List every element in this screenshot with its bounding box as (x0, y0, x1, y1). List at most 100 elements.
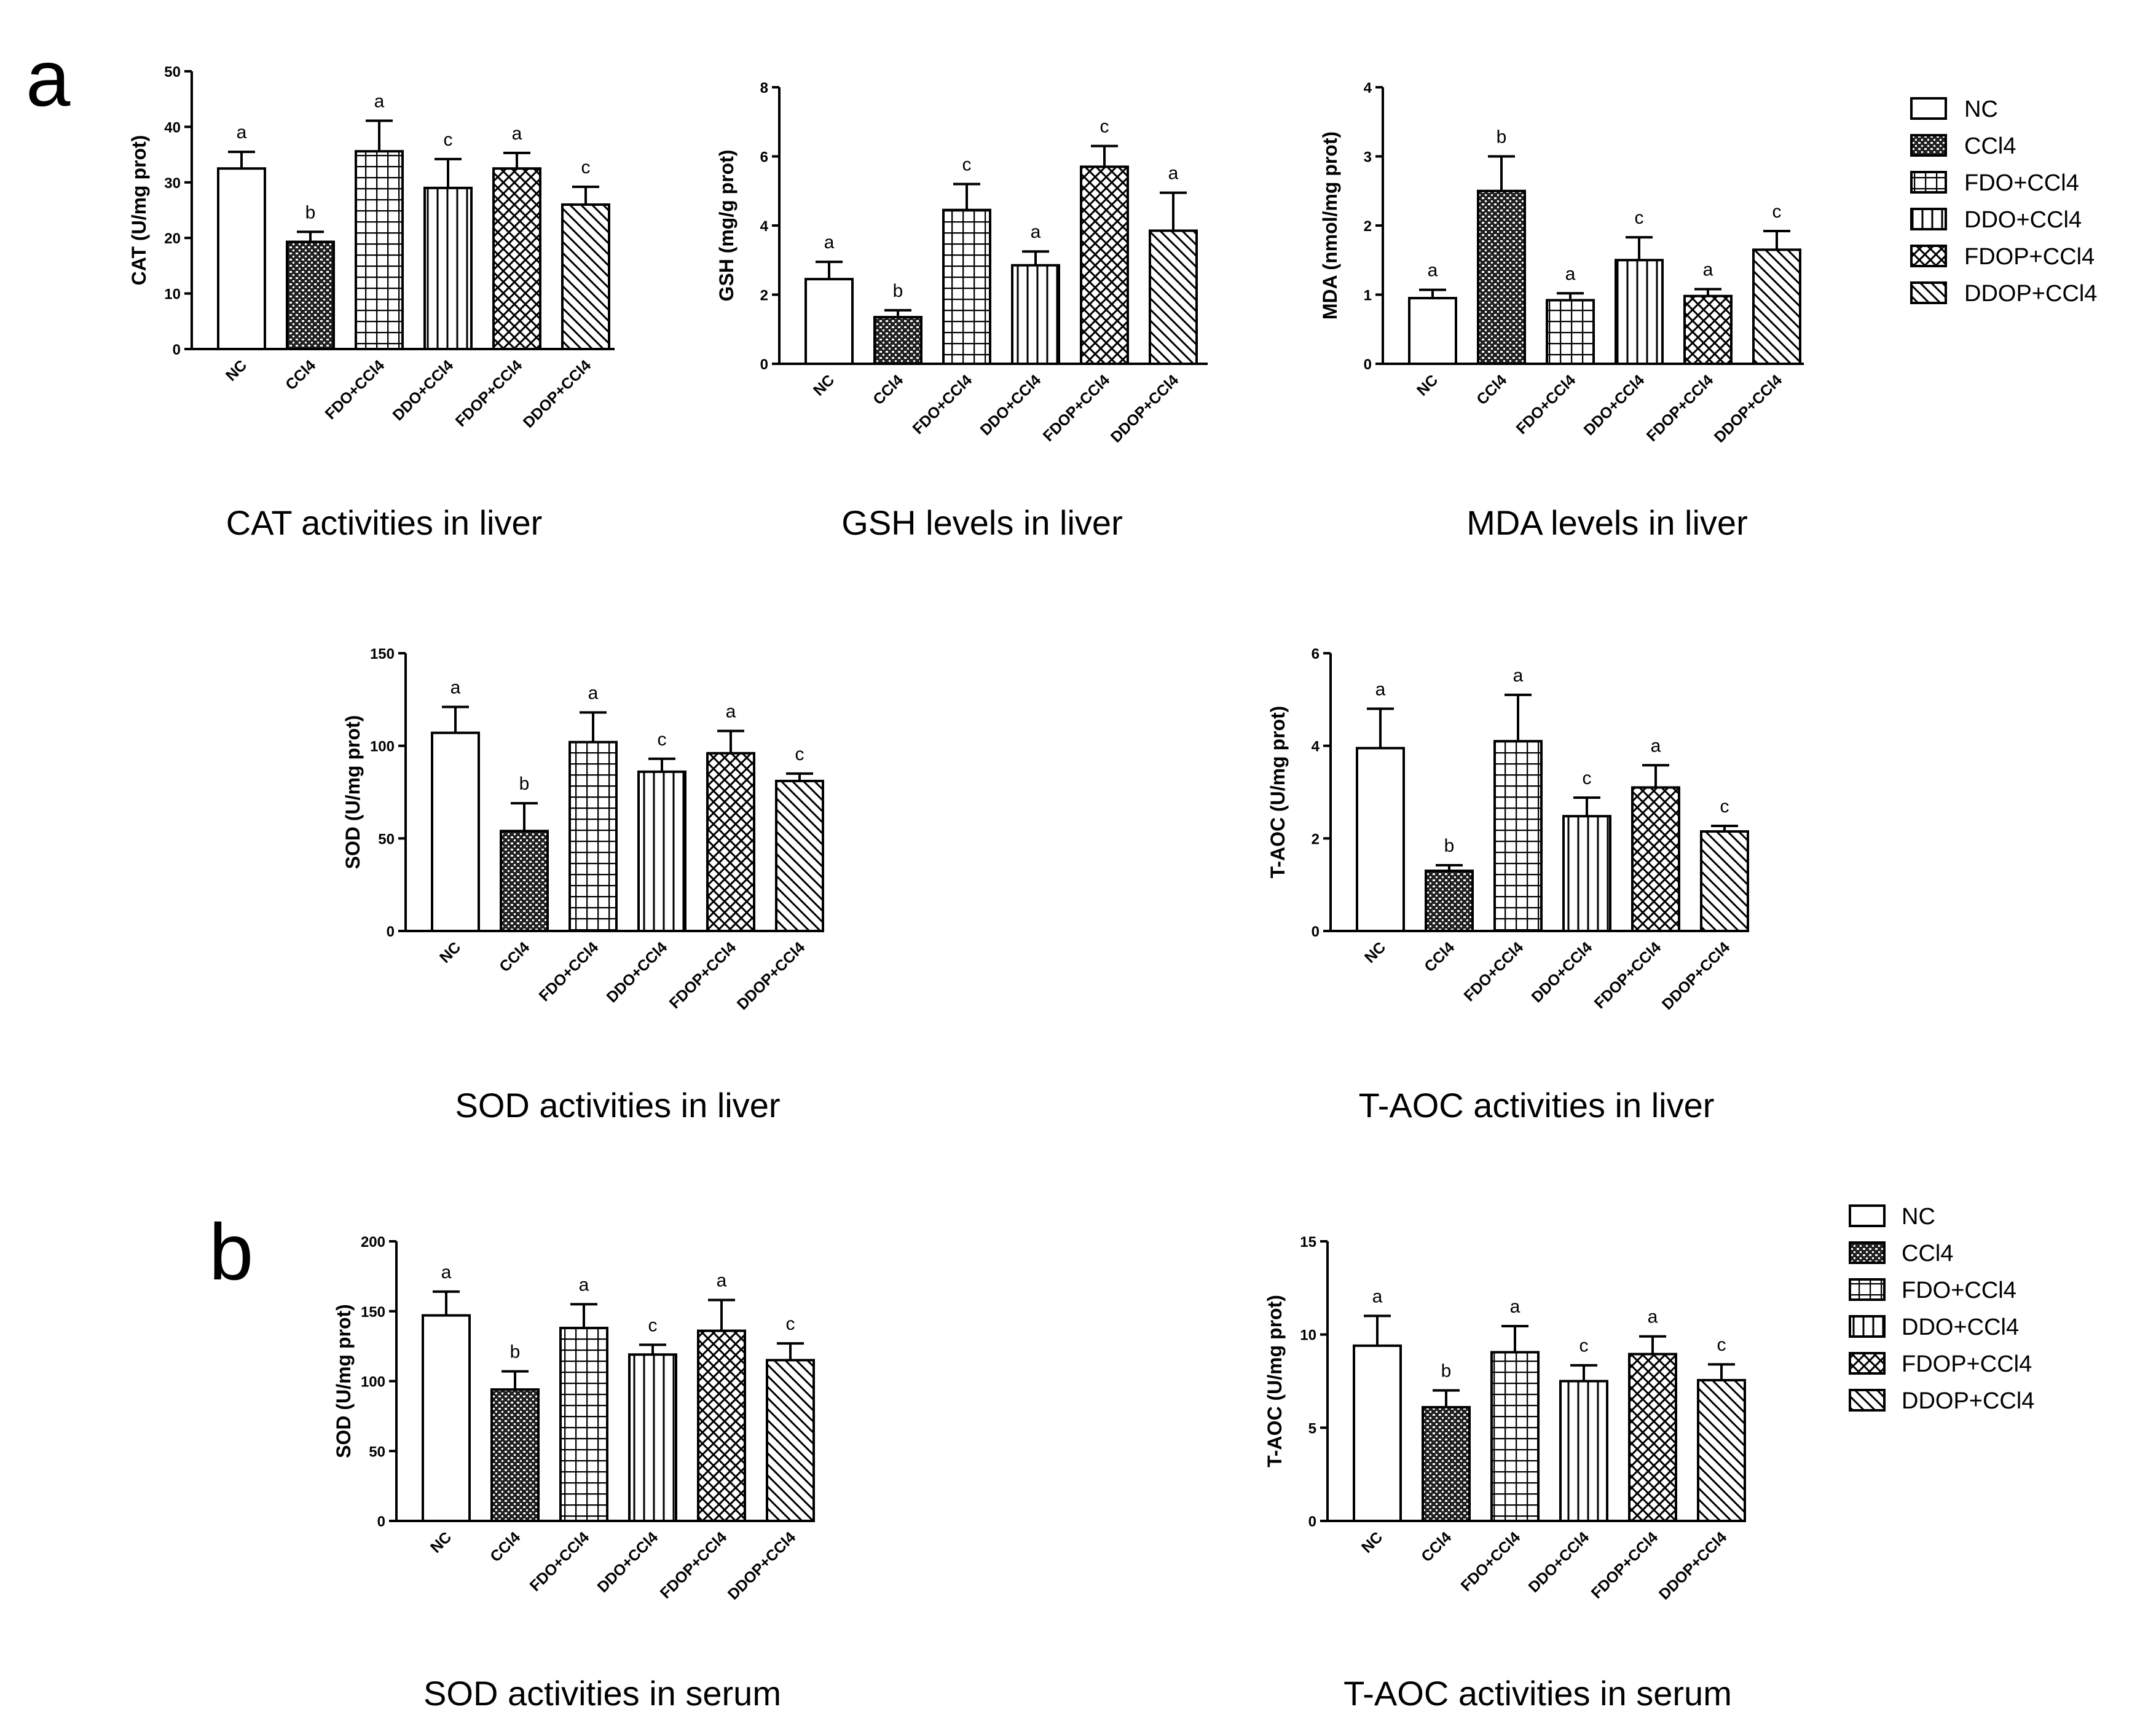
significance-label: b (893, 281, 903, 301)
y-tick-label: 8 (760, 80, 768, 96)
category-label: DDOP+CCl4 (725, 1528, 800, 1603)
legend-swatch-nc (1849, 1204, 1886, 1227)
significance-label: a (450, 677, 461, 697)
significance-label: b (510, 1342, 521, 1362)
bar (1683, 294, 1733, 365)
y-tick-label: 0 (387, 924, 395, 940)
significance-label: b (1441, 1361, 1452, 1381)
y-tick-label: 2 (1312, 831, 1320, 847)
y-tick-label: 3 (1364, 149, 1372, 166)
significance-label: a (1648, 1307, 1658, 1327)
y-tick-label: 0 (377, 1514, 385, 1530)
y-axis-label: CAT (U/mg prot) (128, 135, 150, 286)
chart-5: 0 2 4 6 T-AOC (U/mg prot) a NC b CCl4 a FDO+CCl4 c D… (1267, 646, 1749, 1125)
category-label: FDOP+CCl4 (1591, 938, 1665, 1012)
significance-label: a (441, 1262, 452, 1282)
bar (1615, 259, 1664, 365)
legend-swatch-ddo (1910, 208, 1947, 230)
significance-label: a (824, 232, 835, 253)
legend-swatch-ddo (1849, 1315, 1886, 1338)
y-tick-label: 0 (1364, 356, 1372, 373)
legend-bottom: NC CCl4 FDO+CCl4 DDO+CCl4 FDOP+CCl4 DDOP… (1849, 1204, 2034, 1414)
bar (628, 1353, 677, 1522)
y-tick-label: 0 (1308, 1514, 1316, 1530)
significance-label: a (1651, 736, 1661, 756)
y-tick-label: 0 (760, 356, 768, 373)
legend-label-ddop: DDOP+CCl4 (1902, 1388, 2034, 1414)
category-label: NC (1358, 1528, 1386, 1556)
bar (1477, 189, 1526, 365)
significance-label: a (717, 1271, 727, 1291)
significance-label: a (374, 91, 385, 111)
significance-label: a (1565, 264, 1576, 284)
bar (775, 779, 824, 933)
significance-label: a (588, 683, 599, 703)
bar (1011, 264, 1060, 365)
category-label: CCl4 (1473, 371, 1510, 408)
category-label: DDOP+CCl4 (1711, 371, 1786, 446)
category-label: NC (810, 371, 838, 399)
y-tick-label: 2 (760, 288, 768, 304)
bar (568, 740, 618, 932)
chart-title: SOD activities in liver (455, 1086, 780, 1125)
chart-title: GSH levels in liver (841, 503, 1122, 542)
bar (561, 203, 610, 350)
category-label: FDO+CCl4 (527, 1528, 593, 1595)
legend-swatch-ddop (1910, 281, 1947, 304)
legend-swatch-fdop (1849, 1352, 1886, 1375)
category-label: DDOP+CCl4 (1656, 1528, 1731, 1603)
chart-7: 0 5 10 15 T-AOC (U/mg prot) a NC b CCl4 a FDO+CCl4… (1264, 1234, 1746, 1713)
bar (1628, 1353, 1677, 1522)
chart-4: 0 50 100 150 SOD (U/mg prot) a NC b CCl4 a FDO+CCl… (342, 646, 824, 1125)
category-label: CCl4 (496, 938, 533, 975)
significance-label: c (786, 1314, 795, 1334)
category-label: CCl4 (870, 371, 907, 408)
category-label: NC (222, 356, 250, 384)
y-tick-label: 4 (760, 218, 769, 235)
bar (1697, 1378, 1746, 1523)
category-label: CCl4 (487, 1528, 524, 1565)
y-tick-label: 4 (1364, 80, 1372, 96)
category-label: DDO+CCl4 (594, 1528, 662, 1596)
significance-label: c (444, 130, 453, 150)
bar (286, 240, 335, 351)
legend-label-ddo: DDO+CCl4 (1902, 1314, 2019, 1340)
significance-label: c (1717, 1335, 1726, 1355)
category-label: FDO+CCl4 (322, 356, 388, 423)
panel-letter-b: b (209, 1207, 253, 1297)
legend-swatch-ccl4 (1910, 134, 1947, 157)
chart-title: T-AOC activities in serum (1343, 1674, 1732, 1713)
significance-label: c (1579, 1336, 1589, 1356)
significance-label: a (237, 122, 247, 143)
significance-label: a (1703, 260, 1713, 280)
bar (1562, 815, 1611, 932)
y-tick-label: 4 (1312, 739, 1320, 755)
legend-swatch-ddop (1849, 1389, 1886, 1412)
legend-swatch-fdop (1910, 245, 1947, 267)
significance-label: a (1372, 1286, 1383, 1306)
legend-label-fdo: FDO+CCl4 (1902, 1278, 2016, 1303)
y-tick-label: 150 (361, 1304, 385, 1321)
bar (559, 1327, 608, 1523)
category-label: DDO+CCl4 (1528, 938, 1596, 1006)
category-label: NC (1361, 938, 1389, 966)
bar (1353, 1344, 1402, 1523)
legend-label-ccl4: CCl4 (1902, 1241, 1953, 1267)
category-label: CCl4 (282, 356, 319, 393)
significance-label: c (795, 744, 804, 764)
category-label: FDOP+CCl4 (666, 938, 740, 1012)
category-label: FDOP+CCl4 (1643, 371, 1717, 445)
significance-label: c (1583, 768, 1592, 788)
category-label: DDOP+CCl4 (1107, 371, 1182, 446)
y-axis-label: T-AOC (U/mg prot) (1264, 1295, 1286, 1467)
category-label: DDO+CCl4 (1581, 371, 1648, 439)
significance-label: c (1635, 208, 1644, 228)
category-label: NC (436, 938, 464, 966)
bar (942, 208, 991, 365)
bar (1752, 248, 1801, 365)
category-label: CCl4 (1421, 938, 1458, 975)
legend-label-fdop: FDOP+CCl4 (1964, 244, 2095, 270)
legend-swatch-fdo (1849, 1278, 1886, 1301)
significance-label: b (519, 774, 530, 794)
